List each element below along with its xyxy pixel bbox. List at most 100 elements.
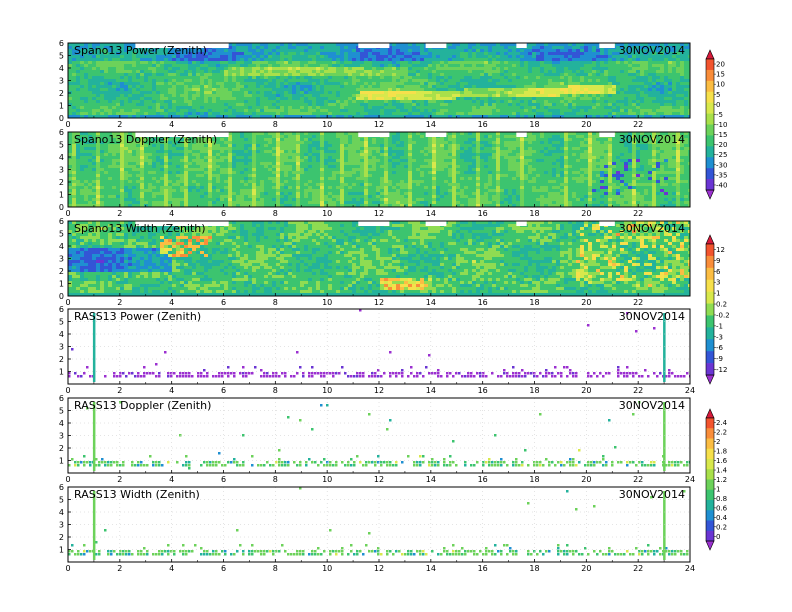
heatmap-cell	[584, 100, 589, 104]
heatmap-cell	[640, 61, 645, 65]
heatmap-cell	[340, 94, 345, 98]
heatmap-cell	[152, 112, 157, 116]
heatmap-cell	[364, 79, 369, 83]
heatmap-cell	[408, 73, 413, 77]
heatmap-cell	[620, 115, 625, 118]
heatmap-cell	[320, 97, 325, 101]
heatmap-cell	[408, 91, 413, 95]
heatmap-cell	[224, 192, 229, 196]
heatmap-cell	[204, 171, 209, 175]
heatmap-cell	[116, 189, 121, 193]
heatmap-cell	[204, 153, 209, 157]
heatmap-cell	[204, 79, 209, 83]
heatmap-cell	[136, 55, 141, 59]
heatmap-cell	[224, 189, 229, 193]
heatmap-cell	[560, 64, 565, 68]
heatmap-cell	[300, 106, 305, 110]
heatmap-cell	[392, 91, 397, 95]
heatmap-cell	[180, 180, 185, 184]
heatmap-cell	[72, 165, 77, 169]
heatmap-cell	[104, 76, 109, 80]
heatmap-cell	[100, 150, 105, 154]
heatmap-cell	[80, 204, 85, 207]
heatmap-cell	[424, 73, 429, 77]
heatmap-cell	[264, 58, 269, 62]
heatmap-cell	[220, 177, 225, 181]
heatmap-cell	[160, 141, 165, 145]
heatmap-cell	[456, 82, 461, 86]
heatmap-cell	[628, 61, 633, 65]
heatmap-cell	[76, 174, 81, 178]
heatmap-cell	[628, 46, 633, 50]
heatmap-cell	[576, 103, 581, 107]
heatmap-cell	[424, 79, 429, 83]
heatmap-cell	[264, 115, 269, 118]
heatmap-cell	[484, 76, 489, 80]
heatmap-cell	[192, 106, 197, 110]
heatmap-cell	[228, 195, 233, 199]
heatmap-cell	[228, 55, 233, 59]
heatmap-cell	[420, 46, 425, 50]
heatmap-cell	[404, 91, 409, 95]
heatmap-cell	[428, 64, 433, 68]
heatmap-cell	[276, 43, 281, 47]
heatmap-cell	[128, 189, 133, 193]
heatmap-cell	[132, 144, 137, 148]
heatmap-cell	[508, 100, 513, 104]
heatmap-cell	[108, 162, 113, 166]
heatmap-cell	[72, 43, 77, 47]
heatmap-cell	[460, 79, 465, 83]
y-tick-label: 2	[59, 89, 64, 98]
heatmap-cell	[216, 85, 221, 89]
heatmap-cell	[428, 76, 433, 80]
heatmap-cell	[496, 88, 501, 92]
heatmap-cell	[596, 97, 601, 101]
heatmap-cell	[376, 52, 381, 56]
heatmap-cell	[508, 67, 513, 71]
heatmap-cell	[336, 49, 341, 53]
heatmap-cell	[68, 201, 73, 205]
heatmap-cell	[176, 91, 181, 95]
heatmap-cell	[232, 144, 237, 148]
heatmap-cell	[208, 189, 213, 193]
heatmap-cell	[72, 61, 77, 65]
heatmap-cell	[536, 109, 541, 113]
heatmap-cell	[608, 55, 613, 59]
heatmap-cell	[332, 58, 337, 62]
heatmap-cell	[440, 88, 445, 92]
heatmap-cell	[236, 67, 241, 71]
heatmap-cell	[536, 67, 541, 71]
heatmap-cell	[140, 177, 145, 181]
heatmap-cell	[196, 88, 201, 92]
heatmap-cell	[124, 79, 129, 83]
heatmap-cell	[504, 85, 509, 89]
heatmap-cell	[516, 49, 521, 53]
heatmap-cell	[108, 168, 113, 172]
heatmap-cell	[228, 198, 233, 202]
heatmap-cell	[468, 94, 473, 98]
heatmap-cell	[512, 85, 517, 89]
heatmap-cell	[348, 115, 353, 118]
heatmap-cell	[540, 94, 545, 98]
heatmap-cell	[416, 49, 421, 53]
heatmap-cell	[552, 100, 557, 104]
heatmap-cell	[480, 106, 485, 110]
heatmap-cell	[168, 171, 173, 175]
heatmap-cell	[92, 189, 97, 193]
heatmap-cell	[124, 70, 129, 74]
heatmap-cell	[180, 94, 185, 98]
heatmap-cell	[496, 46, 501, 50]
heatmap-cell	[316, 115, 321, 118]
heatmap-cell	[592, 91, 597, 95]
heatmap-cell	[536, 55, 541, 59]
heatmap-cell	[204, 186, 209, 190]
heatmap-cell	[600, 52, 605, 56]
heatmap-cell	[568, 91, 573, 95]
heatmap-cell	[188, 204, 193, 207]
heatmap-cell	[344, 46, 349, 50]
heatmap-cell	[524, 82, 529, 86]
heatmap-cell	[488, 82, 493, 86]
heatmap-cell	[508, 88, 513, 92]
heatmap-cell	[156, 147, 161, 151]
heatmap-cell	[396, 115, 401, 118]
